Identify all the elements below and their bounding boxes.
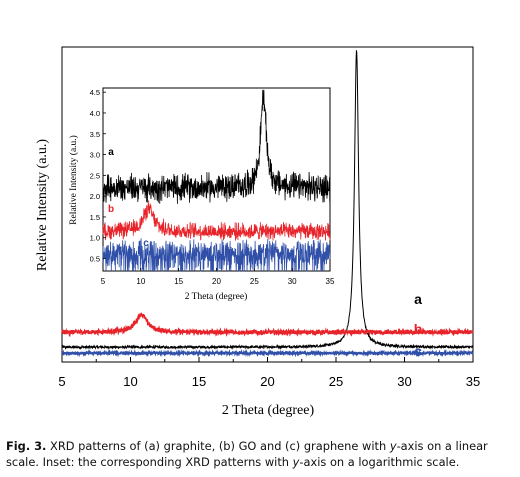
inset-x-tick-label: 10 — [136, 277, 145, 286]
main-x-tick-label: 20 — [260, 374, 274, 389]
caption-axis-var-2: y — [292, 455, 300, 469]
main-label-a: a — [414, 291, 422, 307]
caption-axis-var-1: y — [389, 439, 397, 453]
main-x-tick-label: 35 — [466, 374, 480, 389]
inset-x-tick-label: 30 — [288, 277, 297, 286]
inset-series-labels: a b c — [108, 147, 149, 249]
inset-y-tick-label: 0.5 — [90, 255, 100, 264]
inset-y-tick-label: 1.5 — [90, 213, 100, 222]
caption-text-1: XRD patterns of (a) graphite, (b) GO and… — [50, 439, 390, 453]
inset-y-tick-label: 1.0 — [90, 234, 100, 243]
main-series-line-a — [61, 50, 474, 351]
inset-y-tick-label: 3.5 — [90, 130, 100, 139]
inset-x-axis-label: 2 Theta (degree) — [185, 291, 248, 302]
inset-x-tick-label: 15 — [174, 277, 183, 286]
inset-label-c: c — [143, 238, 149, 249]
inset-y-tick-label: 3.0 — [90, 151, 100, 160]
main-x-tick-label: 25 — [329, 374, 343, 389]
inset-series-line-b — [102, 200, 331, 241]
main-label-b: b — [414, 321, 423, 337]
inset-series-line-a — [102, 89, 331, 204]
figure-caption: Fig. 3. XRD patterns of (a) graphite, (b… — [6, 438, 516, 470]
caption-text-2: -axis on a linear scale. Inset: the corr… — [6, 439, 488, 469]
main-series-line-c — [61, 348, 474, 358]
inset-label-b: b — [108, 204, 114, 215]
main-x-axis: 5 10 15 20 25 30 35 — [58, 357, 480, 389]
main-series-group — [61, 50, 474, 358]
inset-y-axis: 0.5 1.0 1.5 2.0 2.5 3.0 3.5 4.0 4.5 — [90, 88, 106, 264]
inset-y-tick-label: 4.5 — [90, 88, 100, 97]
main-x-tick-label: 5 — [58, 374, 65, 389]
inset-label-a: a — [108, 147, 114, 158]
main-label-c: c — [414, 343, 422, 359]
main-x-tick-label: 30 — [397, 374, 411, 389]
inset-y-tick-label: 4.0 — [90, 109, 100, 118]
main-x-tick-label: 15 — [192, 374, 206, 389]
inset-y-tick-label: 2.5 — [90, 171, 100, 180]
inset-series-line-c — [102, 238, 331, 272]
inset-y-axis-label: Relative Intensity (a.u.) — [68, 135, 79, 225]
main-x-axis-label: 2 Theta (degree) — [222, 403, 315, 418]
main-series-labels: abc — [414, 291, 423, 359]
caption-text-3: -axis on a logarithmic scale. — [299, 455, 460, 469]
inset-x-axis: 5 10 15 20 25 30 35 — [101, 268, 335, 286]
inset-x-tick-label: 20 — [212, 277, 221, 286]
inset-x-tick-label: 5 — [101, 277, 106, 286]
main-series-line-b — [61, 311, 474, 338]
main-y-axis-label: Relative Intensity (a.u.) — [35, 139, 50, 272]
inset-y-tick-label: 2.0 — [90, 192, 100, 201]
caption-label: Fig. 3. — [6, 439, 47, 453]
inset-x-tick-label: 35 — [326, 277, 335, 286]
inset-x-tick-label: 25 — [250, 277, 259, 286]
main-x-tick-label: 10 — [123, 374, 137, 389]
inset-series-group — [102, 89, 331, 272]
